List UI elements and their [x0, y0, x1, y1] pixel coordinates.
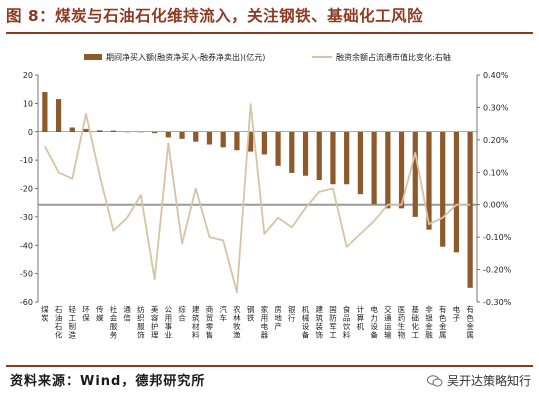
category-label: 纺织服饰	[137, 304, 145, 340]
category-label: 非银金融	[425, 304, 433, 340]
category-label: 综合	[178, 304, 186, 323]
bar-2	[55, 99, 62, 132]
left-tick-label: 20	[23, 71, 33, 80]
category-label: 公用事业	[165, 305, 173, 340]
category-label: 农林牧渔	[233, 304, 241, 340]
category-label: 传媒	[96, 304, 104, 323]
bar-31	[453, 131, 460, 253]
share-change-line	[44, 103, 471, 294]
bar-9	[152, 131, 158, 134]
bar-25	[371, 131, 377, 205]
category-label: 轻工制造	[69, 304, 77, 340]
category-label: 商贸零售	[206, 304, 214, 340]
category-label: 机械设备	[302, 304, 310, 340]
bar-5	[97, 130, 103, 132]
bar-15	[234, 131, 240, 151]
bar-10	[165, 131, 171, 138]
category-label: 医药生物	[398, 305, 406, 340]
right-tick-label: 0.10%	[483, 168, 509, 177]
bar-21	[316, 131, 322, 180]
left-tick-label: 10	[23, 99, 33, 108]
right-tick-label: -0.20%	[483, 266, 512, 275]
watermark-text: 吴开达策略知行	[446, 374, 531, 388]
bar-16	[248, 131, 254, 152]
left-tick-label: -60	[20, 298, 33, 307]
bar-30	[440, 131, 446, 247]
category-label: 有色金属	[466, 304, 474, 340]
legend-line-label: 融资余额占流通市值比变化:右轴	[336, 52, 451, 62]
left-tick-label: -40	[20, 241, 33, 250]
category-label: 美容护理	[151, 304, 159, 340]
category-label: 家用电器	[261, 304, 269, 340]
category-label: 电力设备	[370, 304, 378, 340]
dual-axis-chart: 20 10 0 -10 -20 -30 -40 -50 -60 0.40% 0.30% 0.20% 0.…	[20, 52, 512, 340]
bar-12	[193, 131, 199, 142]
bar-1	[42, 92, 48, 132]
category-label: 建筑材料	[192, 304, 200, 340]
category-label: 计算机	[357, 304, 365, 331]
category-label: 房地产	[274, 304, 282, 331]
category-label: 交通运输	[384, 304, 392, 340]
bar-7	[124, 131, 130, 133]
category-label: 建筑装饰	[315, 304, 323, 340]
category-label: 煤炭	[41, 304, 49, 323]
right-tick-label: -0.30%	[483, 298, 512, 307]
bar-4	[83, 128, 89, 132]
bar-24	[357, 131, 363, 195]
category-label: 社会服务	[110, 304, 118, 340]
category-label: 电子	[453, 304, 461, 323]
bar-23	[344, 131, 350, 185]
right-tick-label: 0.20%	[483, 136, 509, 145]
legend-bar-label: 期间净买入额(融资净买入-融券净卖出)(亿元)	[106, 52, 265, 62]
right-tick-label: 0.30%	[483, 103, 509, 112]
category-label: 国防军工	[329, 305, 337, 340]
bar-27	[398, 131, 405, 209]
bar-20	[302, 131, 309, 176]
wechat-icon	[426, 374, 443, 386]
bar-29	[426, 131, 432, 230]
bottom-rule	[6, 365, 533, 367]
category-label: 汽车	[219, 304, 227, 323]
bar-13	[206, 131, 213, 145]
bar-14	[220, 131, 226, 148]
category-label: 通信	[123, 304, 131, 323]
right-tick-label: -0.10%	[483, 233, 512, 242]
left-tick-label: -30	[20, 213, 33, 222]
right-tick-label: 0.40%	[483, 71, 509, 80]
bar-22	[330, 131, 336, 185]
bar-17	[261, 131, 267, 155]
left-tick-label: -20	[20, 185, 33, 194]
source-note: 资料来源：Wind，德邦研究所	[10, 374, 206, 389]
bar-26	[385, 131, 391, 209]
category-label: 石油石化	[55, 305, 63, 340]
bar-8	[138, 131, 144, 133]
category-label: 环保	[82, 305, 90, 323]
right-tick-label: 0.00%	[483, 201, 509, 210]
left-tick-label: 0	[28, 128, 33, 137]
bar-18	[275, 131, 281, 166]
bar-28	[412, 131, 418, 217]
category-label: 基础化工	[412, 304, 420, 340]
bar-32	[467, 131, 473, 288]
legend-bar-swatch	[84, 54, 102, 60]
category-label: 食品饮料	[343, 304, 351, 340]
category-label: 有色金属	[439, 304, 447, 340]
bar-19	[289, 131, 295, 173]
left-tick-label: -10	[20, 156, 33, 165]
left-tick-label: -50	[20, 270, 33, 279]
bar-3	[69, 127, 75, 132]
bar-11	[179, 131, 185, 139]
watermark: 吴开达策略知行	[426, 372, 531, 389]
title-rule	[6, 32, 533, 34]
bar-6	[110, 130, 117, 132]
figure-title: 图 8：煤炭与石油石化维持流入，关注钢铁、基础化工风险	[6, 7, 424, 25]
category-label: 钢铁	[247, 304, 255, 323]
category-label: 银行	[288, 305, 296, 323]
